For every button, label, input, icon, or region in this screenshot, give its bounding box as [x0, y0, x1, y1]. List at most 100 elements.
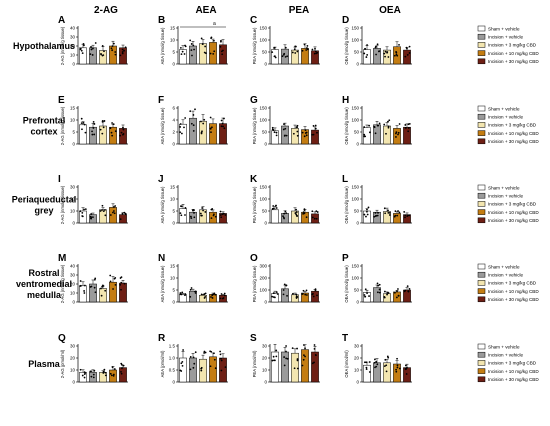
y-tick-label: 30	[262, 344, 268, 349]
data-point	[376, 282, 379, 285]
data-point	[302, 212, 305, 215]
y-tick-label: 0	[356, 221, 359, 226]
data-point	[112, 206, 115, 208]
data-point	[81, 374, 84, 377]
data-point	[296, 50, 299, 53]
y-tick-label: 300	[259, 264, 267, 269]
data-point	[306, 45, 309, 47]
data-point	[102, 210, 105, 213]
data-point	[223, 294, 226, 297]
column-header-aea: AEA	[195, 5, 216, 16]
data-point	[181, 291, 184, 294]
legend-swatch	[477, 209, 486, 215]
data-point	[305, 47, 308, 49]
data-point	[121, 51, 124, 53]
data-point	[383, 123, 386, 126]
data-point	[220, 119, 223, 122]
row-label: Prefrontal	[23, 116, 66, 126]
y-tick-label: 150	[259, 185, 267, 190]
data-point	[378, 288, 381, 291]
bar	[119, 367, 127, 383]
data-point	[363, 294, 366, 296]
data-point	[214, 367, 217, 370]
bar	[383, 125, 391, 145]
y-axis-label: OEA (nmol/g tissue)	[344, 265, 349, 303]
data-point	[365, 366, 368, 369]
y-axis-label: PEA (nmol/g tissue)	[252, 107, 257, 144]
data-point	[296, 130, 299, 133]
data-point	[103, 368, 106, 371]
data-point	[213, 352, 215, 355]
data-point	[395, 296, 398, 299]
data-point	[204, 292, 207, 295]
data-point	[275, 349, 278, 352]
legend-swatch	[477, 105, 486, 112]
y-tick-label: 150	[259, 26, 267, 31]
data-point	[121, 212, 124, 215]
data-point	[404, 214, 407, 217]
legend-swatch	[477, 296, 486, 303]
data-point	[93, 286, 96, 289]
y-tick-label: 10	[70, 291, 76, 296]
data-point	[100, 287, 102, 290]
data-point	[193, 362, 196, 365]
data-point	[104, 371, 107, 374]
data-point	[292, 292, 294, 295]
data-point	[111, 49, 114, 52]
data-point	[219, 353, 222, 356]
data-point	[193, 48, 195, 51]
data-point	[204, 295, 207, 298]
y-tick-label: 20	[70, 356, 76, 361]
data-point	[398, 211, 401, 214]
y-tick-label: 10	[70, 118, 76, 123]
data-point	[286, 294, 288, 297]
data-point	[313, 217, 316, 220]
y-tick-label: 15	[170, 185, 176, 190]
legend-swatch	[477, 351, 486, 358]
legend-label: Incision + 3 mg/kg CBD	[488, 281, 537, 286]
data-point	[102, 372, 105, 374]
y-tick-label: 0	[172, 62, 175, 67]
y-tick-label: 20	[70, 282, 76, 287]
data-point	[384, 55, 386, 58]
data-point	[203, 352, 206, 354]
data-point	[302, 344, 305, 346]
data-point	[274, 359, 276, 362]
data-point	[363, 213, 366, 216]
legend-swatch	[477, 376, 486, 383]
data-point	[93, 278, 96, 281]
data-point	[275, 131, 278, 134]
y-tick-label: 30	[70, 344, 76, 349]
data-point	[83, 371, 86, 374]
data-point	[94, 42, 97, 44]
data-point	[304, 293, 307, 296]
y-axis-label: OEA (nmol/g tissue)	[344, 186, 349, 224]
data-point	[364, 295, 367, 298]
data-point	[396, 357, 398, 360]
data-point	[189, 356, 192, 358]
data-point	[111, 366, 114, 369]
y-tick-label: 10	[170, 38, 176, 43]
data-point	[210, 350, 213, 353]
legend-label: Sham + vehicle	[488, 344, 520, 349]
data-point	[302, 211, 305, 213]
data-point	[92, 127, 95, 129]
data-point	[365, 361, 368, 364]
panel-letter: Q	[58, 333, 66, 344]
data-point	[89, 53, 92, 56]
data-point	[312, 295, 315, 298]
y-axis-label: PEA (nmol/g tissue)	[252, 186, 257, 223]
data-point	[306, 294, 308, 296]
panel-letter: A	[58, 15, 65, 26]
data-point	[180, 53, 183, 55]
legend-label: Incision + vehicle	[488, 35, 524, 40]
data-point	[375, 53, 378, 56]
data-point	[292, 132, 295, 135]
legend-swatch	[477, 288, 486, 294]
data-point	[301, 364, 304, 367]
data-point	[394, 214, 397, 217]
data-point	[271, 359, 274, 362]
data-point	[79, 368, 82, 371]
legend-swatch	[477, 192, 486, 199]
data-point	[120, 370, 122, 373]
